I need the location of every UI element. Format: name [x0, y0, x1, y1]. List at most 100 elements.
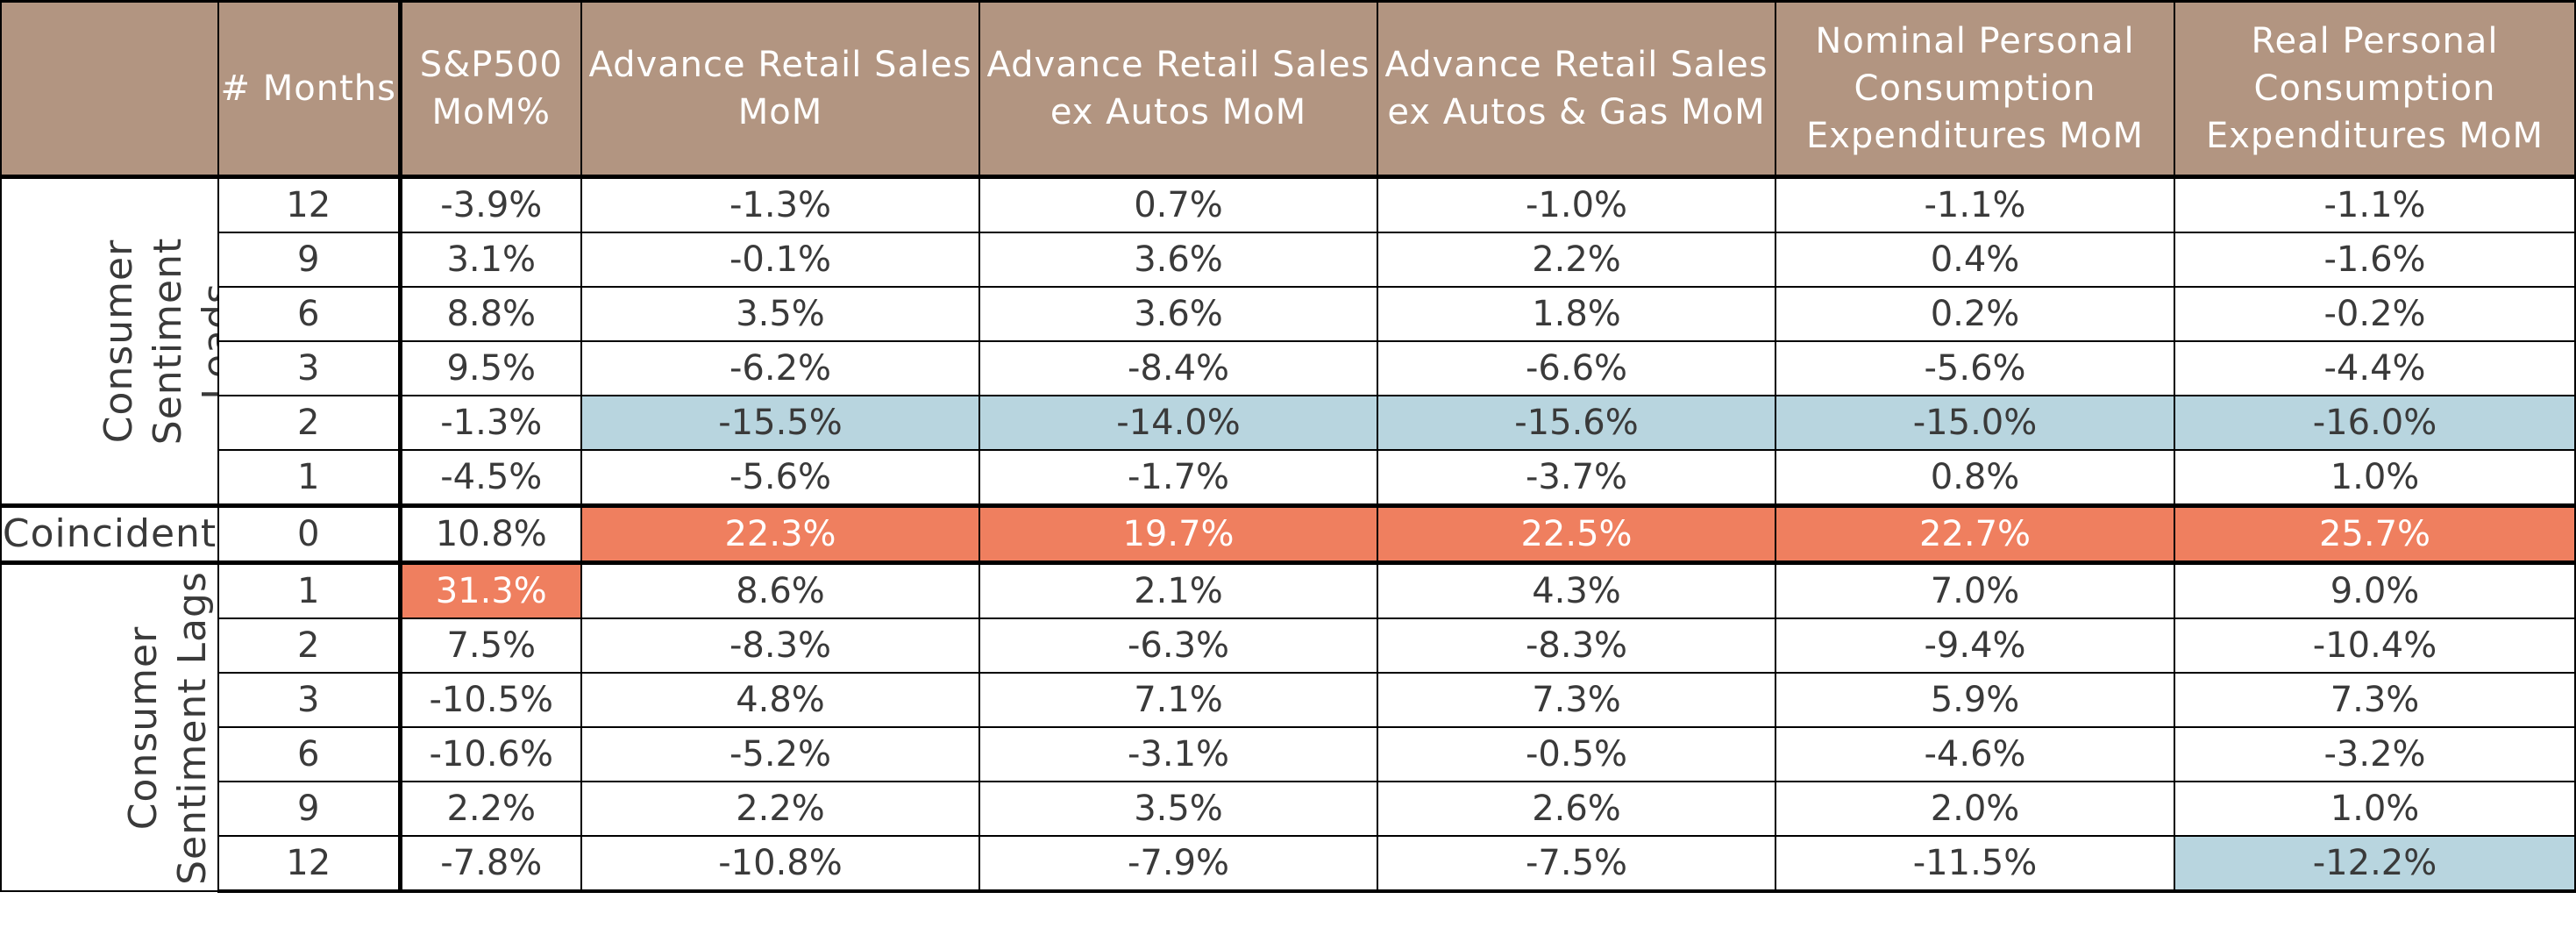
value-cell: 7.1% — [978, 672, 1378, 728]
value-cell: -11.5% — [1775, 835, 2175, 893]
table-row: 3 9.5% -6.2% -8.4% -6.6% -5.6% -4.4% — [1, 340, 2576, 396]
header-cell: # Months — [217, 0, 402, 179]
correlation-table: # Months S&P500 MoM% Advance Retail Sale… — [0, 0, 2576, 893]
value-cell: -6.2% — [580, 340, 980, 396]
table-row: 3 -10.5% 4.8% 7.1% 7.3% 5.9% 7.3% — [1, 672, 2576, 728]
months-cell: 12 — [217, 835, 402, 893]
value-cell: 2.6% — [1377, 781, 1776, 837]
value-cell: -5.6% — [1775, 340, 2175, 396]
table-body: Consumer Sentiment Leads 12 -3.9% -1.3% 0.7%… — [0, 175, 2576, 893]
value-cell: -14.0% — [978, 395, 1378, 451]
value-cell: -4.6% — [1775, 726, 2175, 782]
value-cell: -6.6% — [1377, 340, 1776, 396]
table-row: 1 -4.5% -5.6% -1.7% -3.7% 0.8% 1.0% — [1, 449, 2576, 507]
table-row: Coincident 0 10.8% 22.3% 19.7% 22.5% 22.7% 25.7… — [0, 503, 2576, 565]
value-cell: -3.2% — [2174, 726, 2576, 782]
months-cell: 9 — [217, 781, 402, 837]
value-cell: 7.3% — [2174, 672, 2576, 728]
value-cell: -10.5% — [399, 672, 582, 728]
value-cell: 3.1% — [399, 232, 582, 288]
value-cell: 8.8% — [399, 286, 582, 342]
months-cell: 9 — [217, 232, 402, 288]
value-cell: 22.7% — [1775, 503, 2175, 565]
value-cell: -7.9% — [978, 835, 1378, 893]
value-cell: 9.0% — [2174, 560, 2576, 619]
header-cell: Real Personal Consumption Expenditures M… — [2174, 0, 2576, 179]
value-cell: 8.6% — [580, 560, 980, 619]
table-row: 9 3.1% -0.1% 3.6% 2.2% 0.4% -1.6% — [1, 232, 2576, 288]
value-cell: 3.5% — [978, 781, 1378, 837]
value-cell: 0.7% — [978, 175, 1378, 233]
header-cell: S&P500 MoM% — [399, 0, 582, 179]
value-cell: 3.6% — [978, 286, 1378, 342]
value-cell: 31.3% — [399, 560, 582, 619]
value-cell: 4.3% — [1377, 560, 1776, 619]
value-cell: -1.7% — [978, 449, 1378, 507]
value-cell: -9.4% — [1775, 617, 2175, 674]
value-cell: 3.6% — [978, 232, 1378, 288]
value-cell: -5.6% — [580, 449, 980, 507]
table-row: 12 -7.8% -10.8% -7.9% -7.5% -11.5% -12.2% — [1, 835, 2576, 893]
group-label-text: Consumer Sentiment Leads — [96, 237, 218, 446]
months-cell: 2 — [217, 617, 402, 674]
value-cell: -15.0% — [1775, 395, 2175, 451]
value-cell: -1.1% — [1775, 175, 2175, 233]
group-label: Consumer Sentiment Lags — [0, 560, 219, 892]
value-cell: -0.5% — [1377, 726, 1776, 782]
value-cell: 7.0% — [1775, 560, 2175, 619]
value-cell: 0.8% — [1775, 449, 2175, 507]
value-cell: 10.8% — [399, 503, 582, 565]
months-cell: 3 — [217, 340, 402, 396]
value-cell: -1.1% — [2174, 175, 2576, 233]
value-cell: 2.1% — [978, 560, 1378, 619]
header-row: # Months S&P500 MoM% Advance Retail Sale… — [0, 0, 2576, 179]
value-cell: 22.5% — [1377, 503, 1776, 565]
months-cell: 0 — [217, 503, 402, 565]
months-cell: 1 — [217, 560, 402, 619]
header-cell — [0, 0, 219, 179]
table-row: Consumer Sentiment Leads 12 -3.9% -1.3% 0.7%… — [0, 175, 2576, 507]
value-cell: -10.4% — [2174, 617, 2576, 674]
table-row: Consumer Sentiment Lags 1 31.3% 8.6% 2.1% 4.3… — [0, 560, 2576, 892]
months-cell: 3 — [217, 672, 402, 728]
value-cell: -5.2% — [580, 726, 980, 782]
value-cell: 4.8% — [580, 672, 980, 728]
months-cell: 12 — [217, 175, 402, 233]
value-cell: -3.7% — [1377, 449, 1776, 507]
value-cell: -8.4% — [978, 340, 1378, 396]
group-label: Coincident — [0, 503, 219, 565]
value-cell: -7.8% — [399, 835, 582, 893]
value-cell: 0.4% — [1775, 232, 2175, 288]
value-cell: 5.9% — [1775, 672, 2175, 728]
value-cell: -16.0% — [2174, 395, 2576, 451]
months-cell: 2 — [217, 395, 402, 451]
value-cell: -7.5% — [1377, 835, 1776, 893]
value-cell: 1.0% — [2174, 781, 2576, 837]
value-cell: -0.2% — [2174, 286, 2576, 342]
group-label-text: Consumer Sentiment Lags — [121, 570, 215, 885]
value-cell: 22.3% — [580, 503, 980, 565]
group-label: Consumer Sentiment Leads — [0, 175, 219, 507]
value-cell: 2.2% — [399, 781, 582, 837]
value-cell: -15.5% — [580, 395, 980, 451]
value-cell: 9.5% — [399, 340, 582, 396]
header-cell: Nominal Personal Consumption Expenditure… — [1775, 0, 2175, 179]
table-row: 6 -10.6% -5.2% -3.1% -0.5% -4.6% -3.2% — [1, 726, 2576, 782]
value-cell: 25.7% — [2174, 503, 2576, 565]
value-cell: 1.0% — [2174, 449, 2576, 507]
months-cell: 6 — [217, 286, 402, 342]
value-cell: 3.5% — [580, 286, 980, 342]
table-row: 2 -1.3% -15.5% -14.0% -15.6% -15.0% -16.0% — [1, 395, 2576, 451]
value-cell: -12.2% — [2174, 835, 2576, 893]
value-cell: -3.1% — [978, 726, 1378, 782]
value-cell: -10.8% — [580, 835, 980, 893]
months-cell: 1 — [217, 449, 402, 507]
value-cell: -15.6% — [1377, 395, 1776, 451]
table-row: 9 2.2% 2.2% 3.5% 2.6% 2.0% 1.0% — [1, 781, 2576, 837]
months-cell: 6 — [217, 726, 402, 782]
header-cell: Advance Retail Sales ex Autos & Gas MoM — [1377, 0, 1776, 179]
table-row: 2 7.5% -8.3% -6.3% -8.3% -9.4% -10.4% — [1, 617, 2576, 674]
value-cell: -8.3% — [580, 617, 980, 674]
value-cell: 7.3% — [1377, 672, 1776, 728]
value-cell: 0.2% — [1775, 286, 2175, 342]
